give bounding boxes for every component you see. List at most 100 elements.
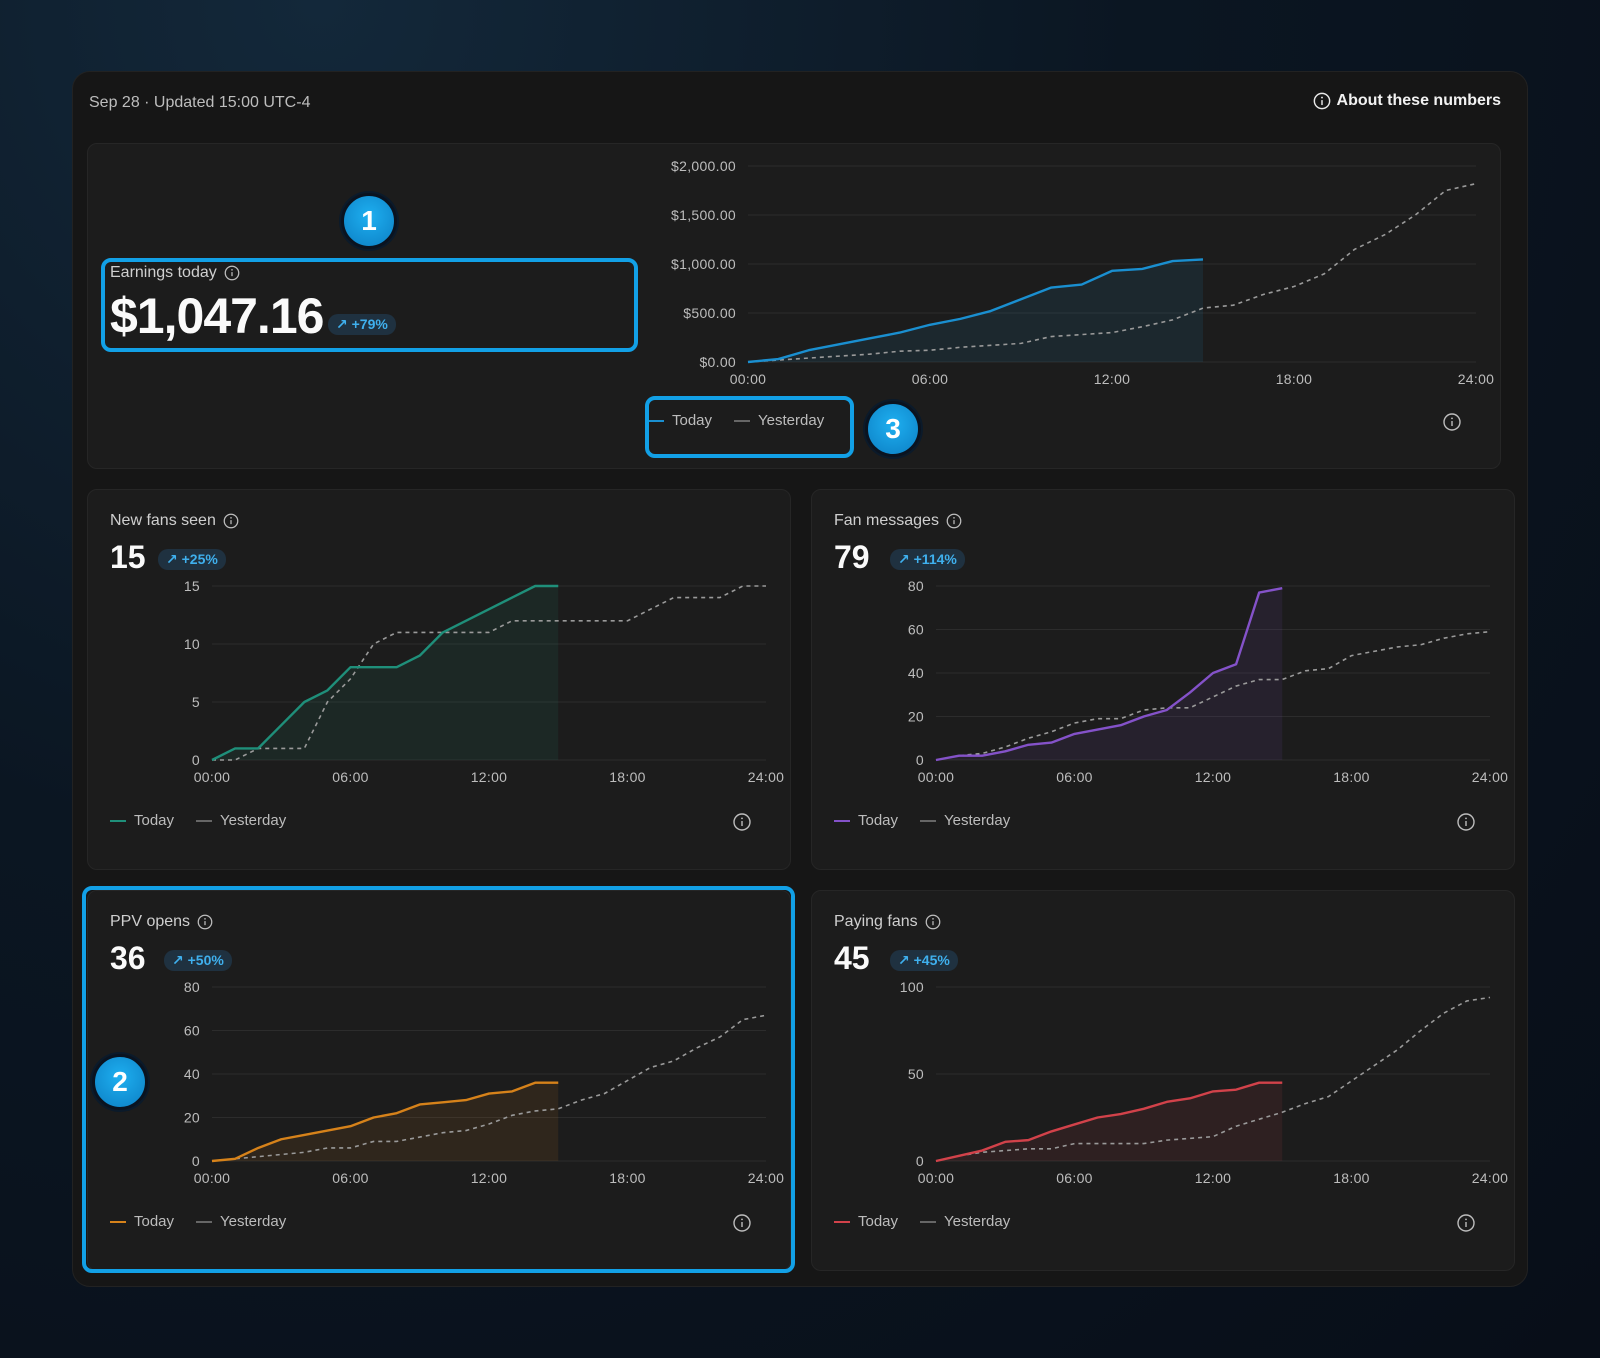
legend-today[interactable]: Today [834,1213,898,1230]
ppv-opens-value: 36 [110,940,146,976]
x-tick-label: 06:00 [1056,769,1093,785]
x-tick-label: 24:00 [1458,371,1495,387]
today-line [211,584,559,762]
x-tick-label: 12:00 [1195,1170,1232,1186]
info-icon[interactable] [1456,812,1476,832]
y-tick-label: $2,000.00 [671,158,736,174]
info-icon[interactable] [732,812,752,832]
legend-today[interactable]: Today [110,812,174,829]
legend-today-label: Today [858,1213,899,1230]
info-icon[interactable] [945,512,963,530]
paying-fans-value: 45 [834,940,870,976]
legend-today-label: Today [134,812,175,829]
y-tick-label: 0 [916,752,924,768]
yesterday-line [935,630,1491,761]
info-icon[interactable] [196,913,214,931]
new-fans-change: +25% [181,551,218,567]
x-tick-label: 06:00 [332,1170,369,1186]
ppv-opens-title: PPV opens [110,913,214,931]
dashboard-frame: Sep 28 · Updated 15:00 UTC-4 About these… [72,71,1528,1287]
y-tick-label: 60 [184,1023,200,1039]
paying-fans-change-badge: ↗ +45% [890,950,958,971]
legend-yesterday-label: Yesterday [944,1213,1011,1230]
fan-messages-change-badge: ↗ +114% [890,549,965,570]
legend-yesterday[interactable]: Yesterday [920,812,1010,829]
y-tick-label: $1,000.00 [671,256,736,272]
y-tick-label: $1,500.00 [671,207,736,223]
legend-today-label: Today [672,412,713,429]
new-fans-chart: 0 5 10 15 00:00 06:00 12:00 18:00 24:00 [184,578,784,785]
info-icon[interactable] [924,913,942,931]
legend-today-swatch [110,819,126,822]
x-tick-label: 06:00 [912,371,949,387]
ppv-opens-change: +50% [187,952,224,968]
x-tick-label: 00:00 [918,769,955,785]
x-tick-label: 18:00 [609,1170,646,1186]
fan-messages-title-label: Fan messages [834,512,939,529]
updated-timestamp: Sep 28 · Updated 15:00 UTC-4 [89,94,311,111]
legend-today-label: Today [134,1213,175,1230]
new-fans-value: 15 [110,539,146,575]
legend-yesterday[interactable]: Yesterday [734,412,824,429]
y-tick-label: 10 [184,636,200,652]
y-tick-label: 15 [184,578,200,594]
today-line [747,258,1204,364]
legend-yesterday-swatch [196,1220,213,1223]
earnings-title-label: Earnings today [110,264,217,281]
ppv-opens-title-label: PPV opens [110,913,191,930]
x-tick-label: 12:00 [471,1170,508,1186]
x-tick-label: 06:00 [1056,1170,1093,1186]
today-area [212,586,559,760]
y-tick-label: 50 [908,1066,924,1082]
x-tick-label: 18:00 [1276,371,1313,387]
x-tick-label: 00:00 [918,1170,955,1186]
earnings-legend: Today Yesterday [648,412,824,429]
legend-yesterday-label: Yesterday [220,812,287,829]
y-tick-label: 20 [908,709,924,725]
today-line [935,586,1283,762]
legend-today-label: Today [858,812,899,829]
new-fans-title-label: New fans seen [110,512,216,529]
x-tick-label: 00:00 [194,1170,231,1186]
legend-today-swatch [648,419,664,422]
paying-fans-card: Paying fans 45 ↗ +45% 0 50 100 00:00 06:00 12… [811,890,1515,1271]
x-tick-label: 18:00 [1333,1170,1370,1186]
x-tick-label: 24:00 [1472,1170,1509,1186]
legend-today[interactable]: Today [834,812,898,829]
ppv-opens-chart: 0 20 40 60 80 00:00 06:00 12:00 18:00 24:00 [184,979,784,1186]
about-numbers-link[interactable]: About these numbers [1313,92,1501,110]
info-icon[interactable] [223,264,241,282]
fan-messages-legend: Today Yesterday [834,812,1010,829]
info-icon[interactable] [1456,1213,1476,1233]
legend-today[interactable]: Today [648,412,712,429]
info-icon[interactable] [732,1213,752,1233]
x-tick-label: 24:00 [748,769,785,785]
y-tick-label: 0 [916,1153,924,1169]
legend-yesterday[interactable]: Yesterday [920,1213,1010,1230]
new-fans-legend: Today Yesterday [110,812,286,829]
fan-messages-value: 79 [834,539,870,575]
ppv-opens-card: PPV opens 36 ↗ +50% 0 20 40 60 80 00:00 06:00 1… [87,890,791,1271]
x-tick-label: 24:00 [748,1170,785,1186]
today-line [211,1081,559,1163]
x-tick-label: 12:00 [471,769,508,785]
y-tick-label: $0.00 [699,354,736,370]
legend-yesterday-swatch [196,819,213,822]
y-tick-label: 60 [908,622,924,638]
legend-yesterday[interactable]: Yesterday [196,812,286,829]
earnings-change-badge: ↗ +79% [328,314,396,335]
legend-today[interactable]: Today [110,1213,174,1230]
earnings-change: +79% [351,316,388,332]
today-line [935,1081,1283,1163]
legend-yesterday[interactable]: Yesterday [196,1213,286,1230]
y-tick-label: 80 [908,578,924,594]
x-tick-label: 18:00 [1333,769,1370,785]
info-icon[interactable] [1442,412,1462,432]
legend-yesterday-label: Yesterday [944,812,1011,829]
ppv-opens-legend: Today Yesterday [110,1213,286,1230]
paying-fans-change: +45% [913,952,950,968]
legend-yesterday-swatch [734,419,751,422]
x-tick-label: 24:00 [1472,769,1509,785]
x-tick-label: 00:00 [194,769,231,785]
info-icon[interactable] [222,512,240,530]
